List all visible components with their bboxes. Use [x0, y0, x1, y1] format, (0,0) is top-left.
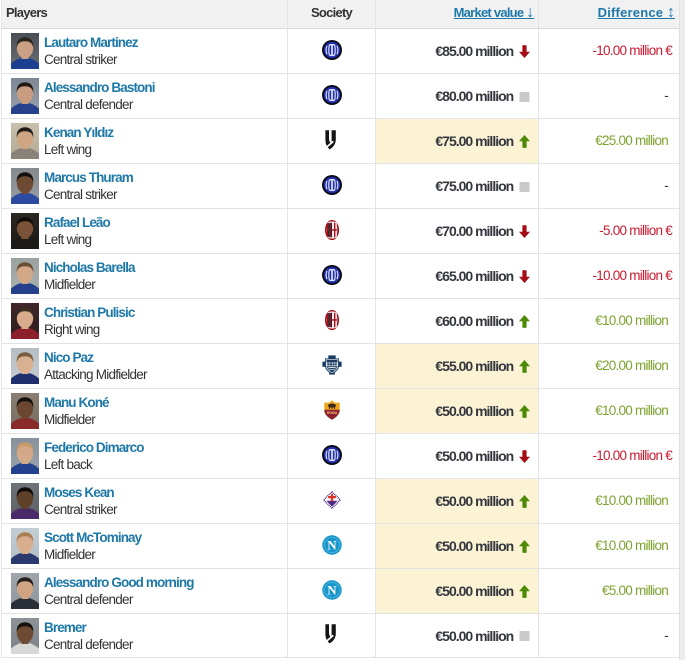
svg-text:ROMA: ROMA [326, 410, 337, 414]
svg-text:N: N [327, 582, 337, 597]
svg-text:N: N [327, 537, 337, 552]
